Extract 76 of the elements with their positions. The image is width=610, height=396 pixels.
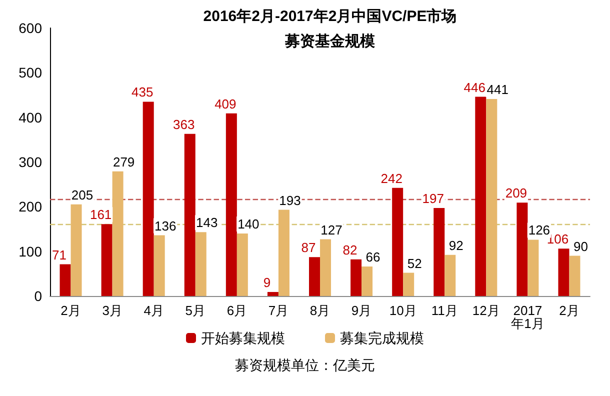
bar: [142, 102, 154, 296]
bar: [309, 257, 320, 296]
x-tick-label: 3月: [102, 303, 122, 318]
data-label: 209: [505, 186, 528, 201]
y-tick-label: 0: [34, 288, 42, 304]
x-tick-label: 6月: [226, 303, 248, 318]
text: 募资规模单位：亿美元: [235, 357, 375, 373]
data-label: 279: [112, 154, 135, 170]
x-tick-label: 11月: [431, 303, 458, 318]
chart-subtitle: 募资基金规模: [284, 33, 376, 50]
data-label: 66: [366, 250, 380, 265]
x-tick-label: 2月: [559, 303, 580, 318]
bar: [569, 256, 580, 296]
x-tick-label: 9月: [351, 303, 372, 318]
data-label: 9: [263, 274, 271, 290]
x-tick-label: 7月: [268, 303, 289, 318]
bar: [195, 232, 206, 296]
bar: [362, 266, 373, 296]
data-label: 197: [422, 191, 444, 206]
y-tick-label: 400: [18, 109, 42, 126]
data-label: 441: [486, 82, 509, 98]
data-label: 92: [448, 238, 464, 253]
data-label: 82: [342, 242, 358, 258]
legend-label: 开始募集规模: [201, 330, 285, 346]
y-tick-label: 600: [18, 20, 42, 36]
chart-title: 2016年2月-2017年2月中国VC/PE市场: [203, 7, 457, 25]
legend-label: 募集完成规模: [340, 330, 424, 346]
x-tick-label: 8月: [310, 303, 330, 318]
bar: [486, 99, 498, 296]
bar: [101, 224, 112, 296]
bar: [226, 113, 237, 296]
data-label: 136: [154, 218, 176, 234]
bar: [444, 254, 456, 296]
data-label: 140: [238, 216, 260, 232]
y-tick-label: 200: [18, 198, 42, 215]
data-label: 205: [71, 187, 94, 202]
bar: [528, 240, 539, 296]
bar: [60, 264, 71, 296]
bar: [70, 204, 82, 296]
data-label: 143: [196, 215, 218, 230]
x-tick-label: 12月: [472, 303, 500, 318]
bar: [350, 259, 362, 296]
y-tick-label: 500: [18, 64, 42, 81]
bar: [154, 235, 165, 296]
data-label: 52: [407, 256, 422, 271]
data-label: 71: [52, 247, 67, 262]
bar: [434, 208, 445, 296]
data-label: 90: [573, 238, 588, 254]
data-label: 435: [131, 84, 154, 100]
x-tick-label: 2月: [60, 303, 81, 318]
data-label: 126: [528, 222, 550, 238]
data-label: 127: [320, 222, 342, 238]
bar: [112, 171, 124, 296]
y-tick-label: 100: [18, 243, 42, 260]
data-label: 193: [279, 192, 301, 208]
bar: [267, 292, 278, 296]
data-label: 409: [214, 96, 236, 112]
data-label: 161: [90, 207, 112, 222]
data-label: 242: [380, 170, 402, 186]
data-label: 363: [173, 116, 195, 132]
bar: [516, 202, 528, 296]
data-label: 446: [464, 80, 486, 95]
bar: [184, 134, 196, 296]
x-tick-label: 10月: [389, 303, 417, 318]
y-tick-label: 300: [18, 154, 42, 170]
x-tick-label: 5月: [185, 303, 206, 318]
x-tick-label: 2017 年1月: [511, 303, 544, 331]
bar: [475, 96, 486, 296]
bar: [236, 233, 248, 296]
data-label: 87: [301, 240, 316, 256]
bar: [558, 248, 570, 296]
bar: [320, 239, 331, 296]
bar: [392, 188, 404, 296]
bar: [278, 210, 290, 296]
x-tick-label: 4月: [144, 303, 164, 318]
bar: [403, 272, 414, 296]
